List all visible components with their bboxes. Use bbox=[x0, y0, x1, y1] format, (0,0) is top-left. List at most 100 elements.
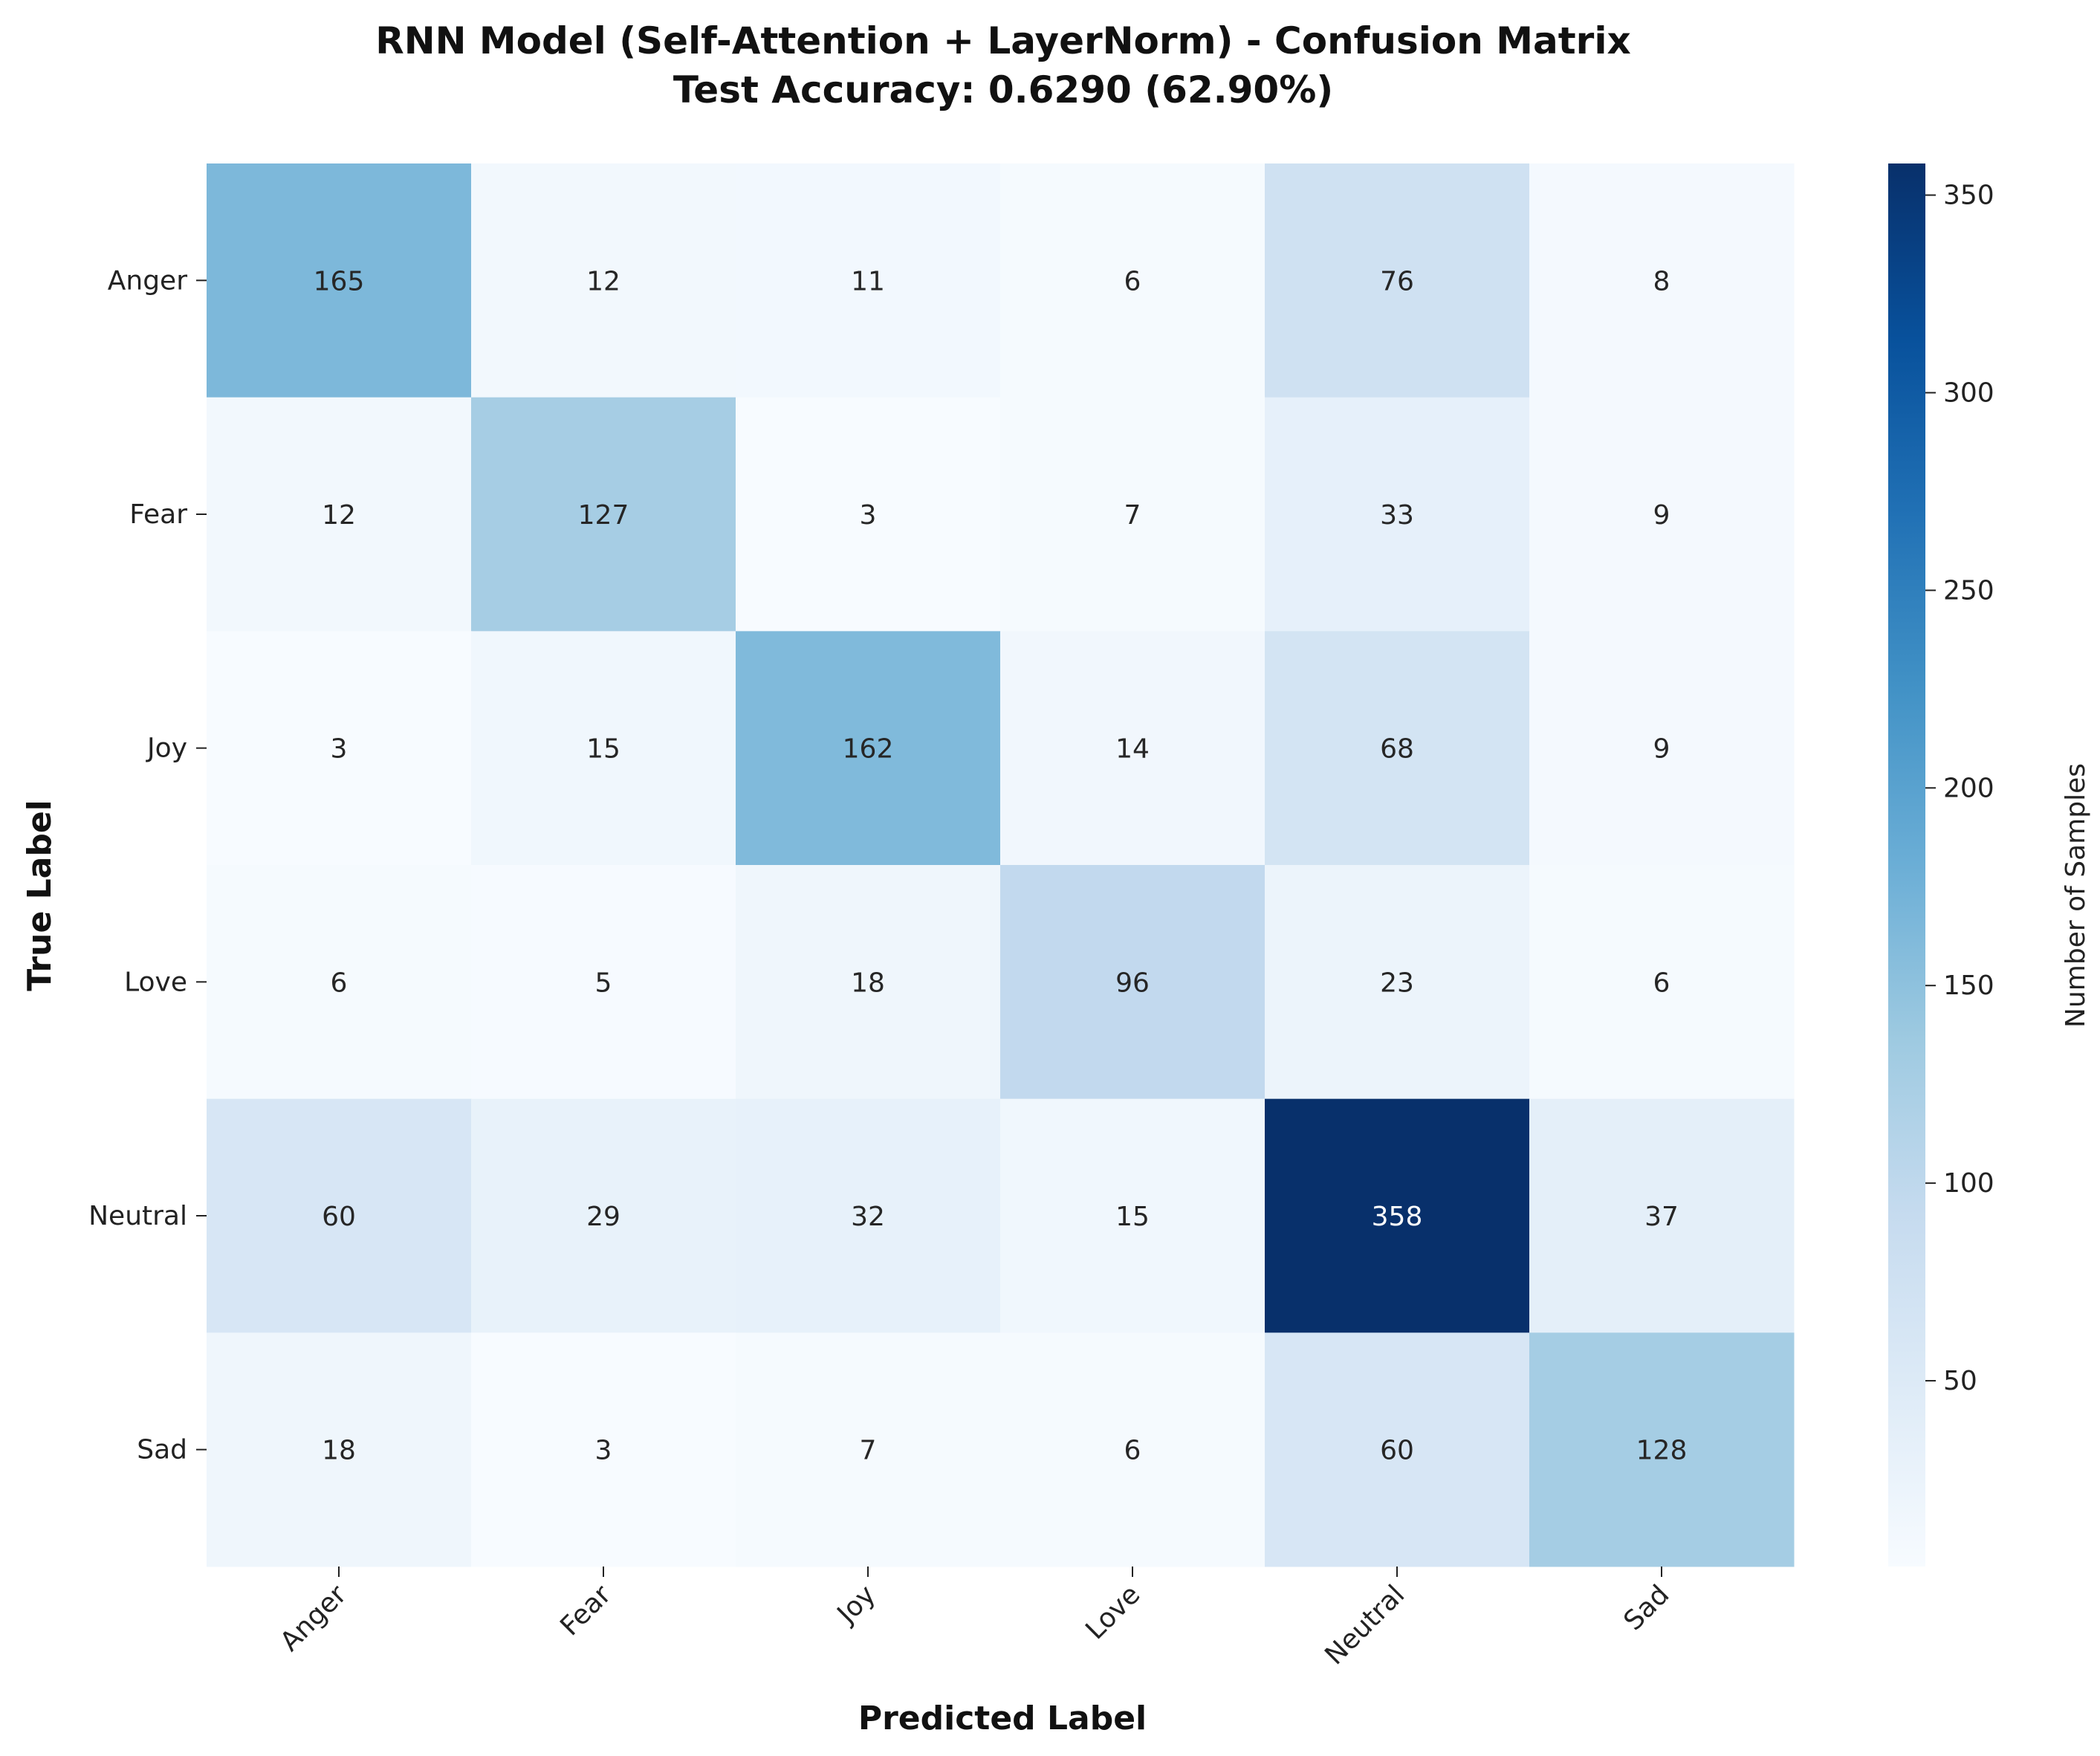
heatmap-cell bbox=[471, 1332, 736, 1567]
cell-value-label: 3 bbox=[331, 734, 348, 765]
colorbar-ticks: 50 100 150 200 250 300 350 bbox=[1925, 181, 1994, 1396]
colorbar-label: Number of Samples bbox=[2061, 763, 2091, 1028]
y-tick-label: Sad bbox=[137, 1435, 187, 1465]
cell-value-label: 9 bbox=[1653, 500, 1670, 531]
colorbar bbox=[1888, 163, 1925, 1567]
heatmap-cell bbox=[1000, 163, 1265, 398]
cell-value-label: 6 bbox=[1124, 1436, 1141, 1466]
cell-value-label: 6 bbox=[1653, 968, 1670, 998]
heatmap-cell bbox=[736, 163, 1001, 398]
heatmap-cell bbox=[207, 1332, 472, 1567]
x-axis-title: Predicted Label bbox=[858, 1700, 1147, 1737]
cell-value-label: 8 bbox=[1653, 266, 1670, 297]
heatmap-cell bbox=[1529, 865, 1795, 1100]
heatmap-cell bbox=[1529, 397, 1795, 632]
cell-value-label: 18 bbox=[322, 1436, 356, 1466]
heatmap-cell-labels: 165 12 11 6 76 812 127 3 7 33 93 15 162 14 68 96 5 18 96 23… bbox=[314, 266, 1688, 1465]
heatmap-cell bbox=[1265, 163, 1530, 398]
cell-value-label: 6 bbox=[1124, 266, 1141, 297]
colorbar-tick-label: 350 bbox=[1943, 181, 1994, 211]
cell-value-label: 76 bbox=[1380, 266, 1414, 297]
heatmap-cells bbox=[207, 163, 1795, 1567]
chart-subtitle: Test Accuracy: 0.6290 (62.90%) bbox=[673, 68, 1333, 111]
heatmap-cell bbox=[1529, 1098, 1795, 1333]
cell-value-label: 68 bbox=[1380, 734, 1414, 765]
cell-value-label: 14 bbox=[1115, 734, 1150, 765]
heatmap-cell bbox=[207, 865, 472, 1100]
heatmap-cell bbox=[207, 397, 472, 632]
heatmap-cell bbox=[471, 397, 736, 632]
heatmap-cell bbox=[1265, 865, 1530, 1100]
x-tick-label: Sad bbox=[1618, 1579, 1675, 1636]
colorbar-tick-label: 100 bbox=[1943, 1168, 1994, 1199]
x-tick-label: Joy bbox=[831, 1579, 882, 1630]
heatmap-cell bbox=[207, 163, 472, 398]
heatmap-cell bbox=[1265, 397, 1530, 632]
heatmap-cell bbox=[736, 1332, 1001, 1567]
cell-value-label: 32 bbox=[851, 1202, 885, 1232]
cell-value-label: 9 bbox=[1653, 734, 1670, 765]
cell-value-label: 7 bbox=[1124, 500, 1141, 531]
cell-value-label: 23 bbox=[1380, 968, 1414, 998]
heatmap-cell bbox=[471, 1098, 736, 1333]
cell-value-label: 5 bbox=[595, 968, 612, 998]
heatmap-cell bbox=[1265, 1098, 1530, 1333]
cell-value-label: 37 bbox=[1644, 1202, 1679, 1232]
heatmap-cell bbox=[1529, 163, 1795, 398]
y-tick-label: Fear bbox=[129, 499, 187, 530]
cell-value-label: 12 bbox=[322, 500, 356, 531]
heatmap-cell bbox=[471, 865, 736, 1100]
colorbar-tick-label: 250 bbox=[1943, 575, 1994, 606]
y-tick-label: Love bbox=[124, 967, 187, 997]
chart-title: RNN Model (Self-Attention + LayerNorm) -… bbox=[375, 19, 1630, 62]
heatmap-cell bbox=[1000, 1332, 1265, 1567]
cell-value-label: 127 bbox=[578, 500, 629, 531]
cell-value-label: 358 bbox=[1372, 1202, 1423, 1232]
colorbar-tick-label: 150 bbox=[1943, 971, 1994, 1001]
cell-value-label: 60 bbox=[322, 1202, 356, 1232]
cell-value-label: 11 bbox=[851, 266, 885, 297]
cell-value-label: 128 bbox=[1636, 1436, 1688, 1466]
y-axis-title: True Label bbox=[21, 800, 59, 991]
y-tick-label: Joy bbox=[146, 733, 187, 764]
cell-value-label: 3 bbox=[860, 500, 877, 531]
y-tick-label: Anger bbox=[108, 265, 187, 296]
heatmap-cell bbox=[1529, 1332, 1795, 1567]
heatmap-cell bbox=[1000, 1098, 1265, 1333]
heatmap-cell bbox=[1000, 631, 1265, 866]
cell-value-label: 3 bbox=[595, 1436, 612, 1466]
cell-value-label: 96 bbox=[1115, 968, 1150, 998]
y-tick-label: Neutral bbox=[88, 1201, 187, 1231]
y-axis-ticks: Anger Fear Joy Love Neutral Sad bbox=[88, 265, 207, 1465]
heatmap-cell bbox=[1000, 397, 1265, 632]
cell-value-label: 29 bbox=[586, 1202, 620, 1232]
heatmap-cell bbox=[1265, 1332, 1530, 1567]
heatmap-cell bbox=[736, 397, 1001, 632]
cell-value-label: 15 bbox=[1115, 1202, 1150, 1232]
cell-value-label: 60 bbox=[1380, 1436, 1414, 1466]
cell-value-label: 7 bbox=[860, 1436, 877, 1466]
x-tick-label: Neutral bbox=[1319, 1579, 1410, 1671]
cell-value-label: 6 bbox=[331, 968, 348, 998]
cell-value-label: 12 bbox=[586, 266, 620, 297]
cell-value-label: 15 bbox=[586, 734, 620, 765]
x-tick-label: Love bbox=[1080, 1579, 1146, 1645]
heatmap-cell bbox=[207, 631, 472, 866]
heatmap-cell bbox=[1529, 631, 1795, 866]
cell-value-label: 165 bbox=[314, 266, 365, 297]
heatmap-cell bbox=[1000, 865, 1265, 1100]
cell-value-label: 33 bbox=[1380, 500, 1414, 531]
cell-value-label: 18 bbox=[851, 968, 885, 998]
heatmap-cell bbox=[736, 1098, 1001, 1333]
heatmap-cell bbox=[1265, 631, 1530, 866]
colorbar-tick-label: 300 bbox=[1943, 378, 1994, 408]
colorbar-tick-label: 200 bbox=[1943, 773, 1994, 803]
colorbar-tick-label: 50 bbox=[1943, 1366, 1977, 1396]
x-tick-label: Anger bbox=[275, 1579, 353, 1657]
cell-value-label: 162 bbox=[843, 734, 894, 765]
heatmap-cell bbox=[471, 631, 736, 866]
heatmap-cell bbox=[736, 631, 1001, 866]
x-tick-label: Fear bbox=[554, 1579, 617, 1642]
heatmap-cell bbox=[207, 1098, 472, 1333]
